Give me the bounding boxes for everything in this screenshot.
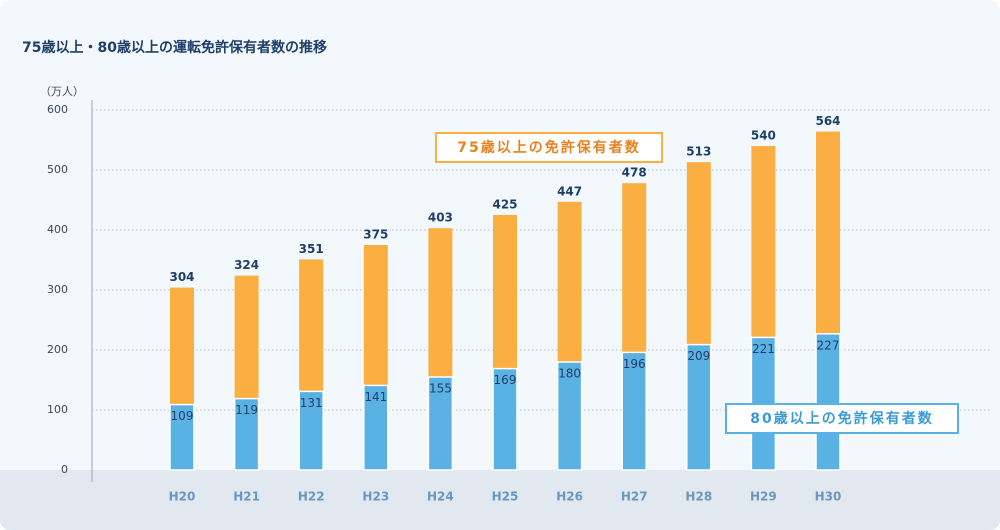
y-tick-label: 200 xyxy=(47,343,68,356)
y-unit: （万人） xyxy=(40,85,84,98)
x-tick-label: H30 xyxy=(815,490,842,504)
data-label: 403 xyxy=(428,211,453,225)
data-label: 155 xyxy=(429,382,452,396)
bar xyxy=(233,397,260,471)
data-label: 227 xyxy=(817,338,840,352)
bar xyxy=(169,403,195,471)
data-label: 221 xyxy=(752,342,775,356)
x-tick-label: H23 xyxy=(362,490,389,504)
x-tick-label: H22 xyxy=(298,490,325,504)
data-label: 513 xyxy=(686,145,711,159)
data-label: 141 xyxy=(364,390,387,404)
bar xyxy=(556,361,583,471)
bar xyxy=(427,376,454,471)
legend-label: 80歳以上の免許保有者数 xyxy=(750,410,933,427)
data-label: 324 xyxy=(234,258,259,272)
y-tick-label: 100 xyxy=(47,403,68,416)
data-label: 425 xyxy=(492,198,517,212)
x-tick-label: H28 xyxy=(685,490,712,504)
y-tick-label: 400 xyxy=(47,223,68,236)
data-label: 180 xyxy=(558,367,581,381)
y-tick-label: 0 xyxy=(61,463,68,476)
data-label: 131 xyxy=(300,396,323,410)
y-tick-label: 600 xyxy=(47,103,68,116)
data-label: 209 xyxy=(687,349,710,363)
data-label: 478 xyxy=(622,166,647,180)
x-tick-label: H27 xyxy=(621,490,648,504)
bar xyxy=(621,351,647,471)
data-label: 540 xyxy=(751,129,776,143)
data-label: 375 xyxy=(363,228,388,242)
data-label: 304 xyxy=(169,270,194,284)
chart-title: 75歳以上・80歳以上の運転免許保有者数の推移 xyxy=(22,39,327,56)
legend-box xyxy=(725,403,959,434)
x-band xyxy=(0,470,1000,530)
x-tick-label: H26 xyxy=(556,490,583,504)
bar xyxy=(815,333,841,471)
x-tick-label: H20 xyxy=(169,490,196,504)
bar xyxy=(298,390,324,471)
data-label: 564 xyxy=(815,114,840,128)
x-tick-label: H29 xyxy=(750,490,777,504)
x-tick-label: H24 xyxy=(427,490,454,504)
y-tick-label: 500 xyxy=(47,163,68,176)
data-label: 351 xyxy=(299,242,324,256)
x-tick-label: H25 xyxy=(492,490,519,504)
data-label: 109 xyxy=(171,409,194,423)
bar xyxy=(363,384,389,471)
data-label: 447 xyxy=(557,184,582,198)
data-label: 169 xyxy=(494,373,517,387)
data-label: 119 xyxy=(235,403,258,417)
x-tick-label: H21 xyxy=(233,490,260,504)
bar xyxy=(492,367,518,471)
legend-label: 75歳以上の免許保有者数 xyxy=(457,139,640,156)
bar xyxy=(686,343,712,471)
y-tick-label: 300 xyxy=(47,283,68,296)
data-label: 196 xyxy=(623,357,646,371)
legend-box xyxy=(435,132,663,163)
